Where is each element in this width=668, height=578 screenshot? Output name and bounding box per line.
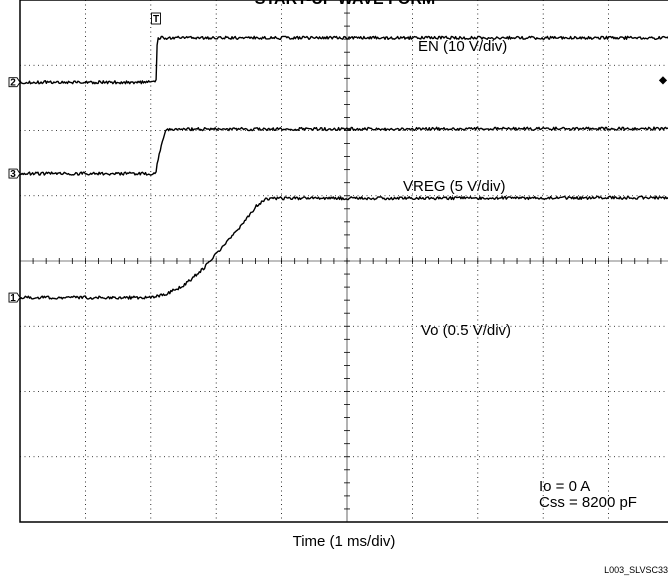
plot-frame (19, 0, 668, 523)
figure-id: L003_SLVSC33 (604, 565, 668, 575)
channel-marker-number: 1 (10, 293, 16, 304)
channel-marker-layer: 2 3 1 (8, 77, 21, 304)
annotation-soft-start-capacitor: Css = 8200 pF (539, 494, 637, 511)
x-axis-label: Time (1 ms/div) (293, 533, 396, 550)
channel-marker-3: 3 (8, 168, 21, 180)
trace-3 (19, 126, 668, 176)
channel-marker-shape (8, 168, 21, 179)
channel-marker-shape (8, 77, 21, 88)
chart-title: START-UP WAVE FORM (255, 0, 435, 8)
trace-layer (19, 35, 668, 300)
channel-marker-number: 2 (10, 78, 16, 89)
channel-marker-shape (8, 292, 21, 303)
trace-label-1: Vo (0.5 V/div) (421, 322, 511, 339)
channel-marker-2: 2 (8, 77, 21, 89)
trace-1 (19, 195, 668, 300)
trace-label-layer: EN (10 V/div) VREG (5 V/div) Vo (0.5 V/div… (403, 38, 511, 339)
trigger-marker-box (151, 12, 161, 25)
channel-marker-1: 1 (8, 292, 21, 304)
trace-label-2: EN (10 V/div) (418, 38, 507, 55)
trace-2 (19, 35, 668, 85)
channel-marker-number: 3 (10, 169, 16, 180)
trace-label-3: VREG (5 V/div) (403, 178, 506, 195)
right-edge-marker-icon: ◆ (658, 75, 667, 86)
annotation-load-current: Io = 0 A (539, 478, 590, 495)
center-axis-ticks (32, 12, 662, 510)
trigger-marker-label: T (153, 14, 159, 25)
trigger-marker: T (151, 12, 161, 25)
